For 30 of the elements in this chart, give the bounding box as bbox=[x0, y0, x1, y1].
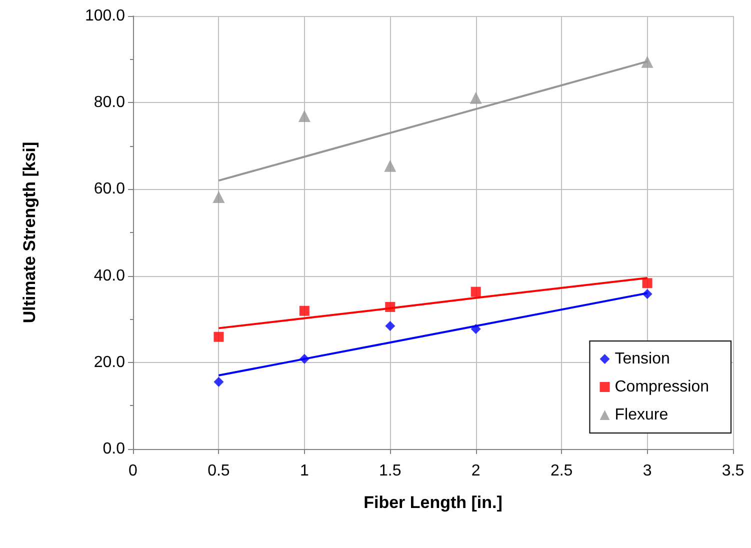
point bbox=[299, 306, 310, 316]
point bbox=[385, 321, 396, 332]
point bbox=[384, 160, 396, 172]
x-tick-label: 0.5 bbox=[208, 462, 230, 480]
point bbox=[642, 278, 652, 288]
point bbox=[298, 110, 310, 122]
x-tick-label: 1.5 bbox=[379, 462, 402, 480]
x-tick-label: 3 bbox=[642, 462, 652, 480]
y-tick-label: 60.0 bbox=[94, 180, 126, 198]
y-tick-label: 40.0 bbox=[94, 267, 126, 284]
x-axis-title: Fiber Length [in.] bbox=[364, 493, 502, 512]
legend-label: Tension bbox=[614, 350, 670, 368]
x-tick-label: 1 bbox=[300, 462, 309, 480]
x-tick-label: 3.5 bbox=[722, 462, 744, 480]
y-tick-label: 0.0 bbox=[102, 440, 126, 458]
x-tick-label: 2.5 bbox=[550, 462, 573, 480]
point bbox=[641, 56, 654, 68]
x-tick-label: 0 bbox=[128, 462, 138, 480]
point bbox=[470, 286, 481, 297]
point bbox=[214, 332, 224, 342]
y-axis-title: Ultimate Strength [ksi] bbox=[20, 142, 39, 324]
x-tick-label: 2 bbox=[471, 462, 480, 480]
point bbox=[214, 376, 224, 387]
legend-label: Flexure bbox=[614, 406, 668, 424]
y-tick-label: 20.0 bbox=[94, 354, 126, 371]
point bbox=[212, 190, 225, 203]
legend-label: Compression bbox=[614, 378, 710, 396]
y-tick-label: 80.0 bbox=[94, 94, 126, 112]
y-tick-label: 100.0 bbox=[84, 8, 126, 24]
point bbox=[470, 92, 482, 104]
